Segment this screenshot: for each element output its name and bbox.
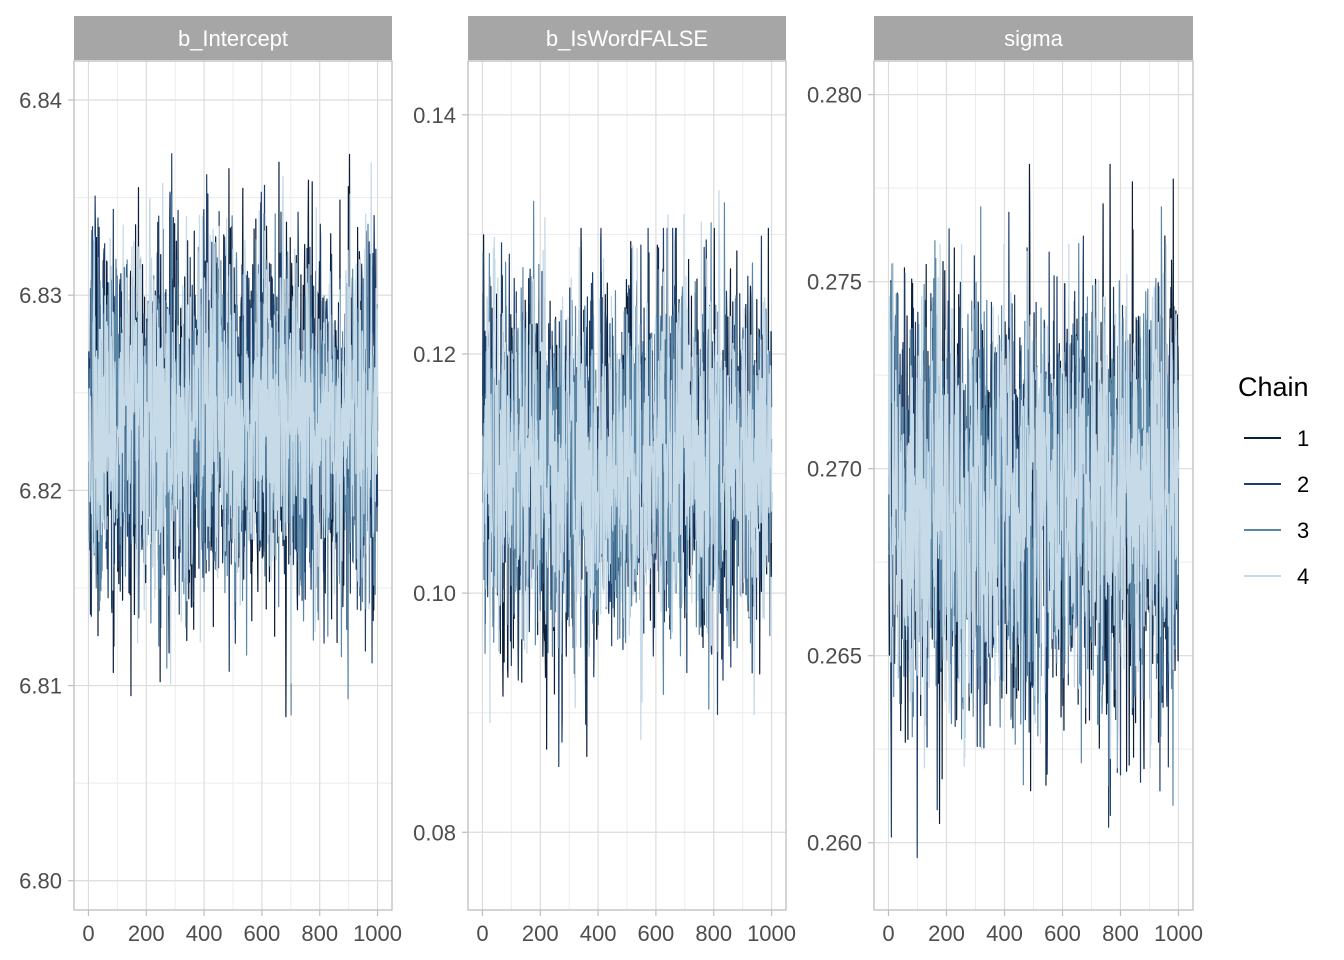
- y-tick-label: 0.275: [807, 270, 862, 295]
- chain-4-trace: [888, 243, 1180, 769]
- panel-border: [467, 60, 787, 911]
- x-tick-label: 400: [580, 921, 617, 946]
- y-tick-label: 0.10: [413, 581, 456, 606]
- facet-panel-b-iswordfalse: b_IsWordFALSE 0 200 400 600 800 1000 0.08 0.10 0.…: [413, 16, 796, 946]
- panel-border: [73, 60, 393, 911]
- x-tick-label: 200: [522, 921, 559, 946]
- x-tick-label: 200: [928, 921, 965, 946]
- facet-panel-b-intercept: b_Intercept 0 200 400 600 800 1000 6.80 6.81 6.82…: [19, 16, 402, 946]
- y-tick-label: 0.270: [807, 457, 862, 482]
- y-tick-label: 6.83: [19, 283, 62, 308]
- legend-item-label: 3: [1297, 518, 1309, 543]
- facet-strip-label: b_Intercept: [178, 26, 288, 51]
- chain-4-trace: [88, 162, 379, 685]
- x-tick-label: 800: [695, 921, 732, 946]
- legend-item-chain-4: 4: [1244, 564, 1309, 589]
- x-tick-label: 600: [1044, 921, 1081, 946]
- x-tick-label: 200: [128, 921, 165, 946]
- panel-border: [873, 60, 1194, 911]
- x-tick-label: 1000: [353, 921, 402, 946]
- y-tick-label: 6.81: [19, 674, 62, 699]
- y-tick-label: 6.82: [19, 478, 62, 503]
- x-tick-label: 600: [244, 921, 281, 946]
- y-tick-label: 0.265: [807, 644, 862, 669]
- facet-panels: b_Intercept 0 200 400 600 800 1000 6.80 6.81 6.82…: [19, 16, 1203, 946]
- legend-item-chain-3: 3: [1244, 518, 1309, 543]
- x-tick-label: 1000: [747, 921, 796, 946]
- facet-strip-label: b_IsWordFALSE: [546, 26, 708, 51]
- legend-items: 1 2 3 4: [1244, 426, 1309, 589]
- legend-item-chain-1: 1: [1244, 426, 1309, 451]
- legend-item-label: 4: [1297, 564, 1309, 589]
- chain-traces: [888, 163, 1180, 859]
- x-tick-label: 800: [1102, 921, 1139, 946]
- chain-traces: [88, 153, 379, 718]
- legend-title: Chain: [1238, 372, 1309, 402]
- chain-4-trace: [482, 190, 773, 741]
- legend-item-label: 2: [1297, 472, 1309, 497]
- chain-traces: [482, 190, 773, 768]
- y-tick-label: 0.12: [413, 342, 456, 367]
- facet-panel-sigma: sigma 0 200 400 600 800 1000 0.260 0.265 0.270 0.2…: [807, 16, 1203, 946]
- y-tick-label: 6.84: [19, 88, 62, 113]
- x-tick-label: 0: [82, 921, 94, 946]
- facet-strip: [74, 16, 392, 60]
- y-tick-label: 0.14: [413, 103, 456, 128]
- x-tick-label: 1000: [1154, 921, 1203, 946]
- chain-legend: Chain 1 2 3 4: [1238, 372, 1309, 589]
- legend-item-chain-2: 2: [1244, 472, 1309, 497]
- x-tick-label: 800: [301, 921, 338, 946]
- x-tick-label: 400: [986, 921, 1023, 946]
- x-tick-label: 0: [882, 921, 894, 946]
- x-tick-label: 0: [476, 921, 488, 946]
- facet-strip-label: sigma: [1004, 26, 1063, 51]
- legend-item-label: 1: [1297, 426, 1309, 451]
- y-tick-label: 6.80: [19, 869, 62, 894]
- x-tick-label: 400: [186, 921, 223, 946]
- y-tick-label: 0.08: [413, 820, 456, 845]
- y-tick-label: 0.280: [807, 83, 862, 108]
- y-tick-label: 0.260: [807, 831, 862, 856]
- facet-strip: [874, 16, 1193, 60]
- x-tick-label: 600: [638, 921, 675, 946]
- facet-strip: [468, 16, 786, 60]
